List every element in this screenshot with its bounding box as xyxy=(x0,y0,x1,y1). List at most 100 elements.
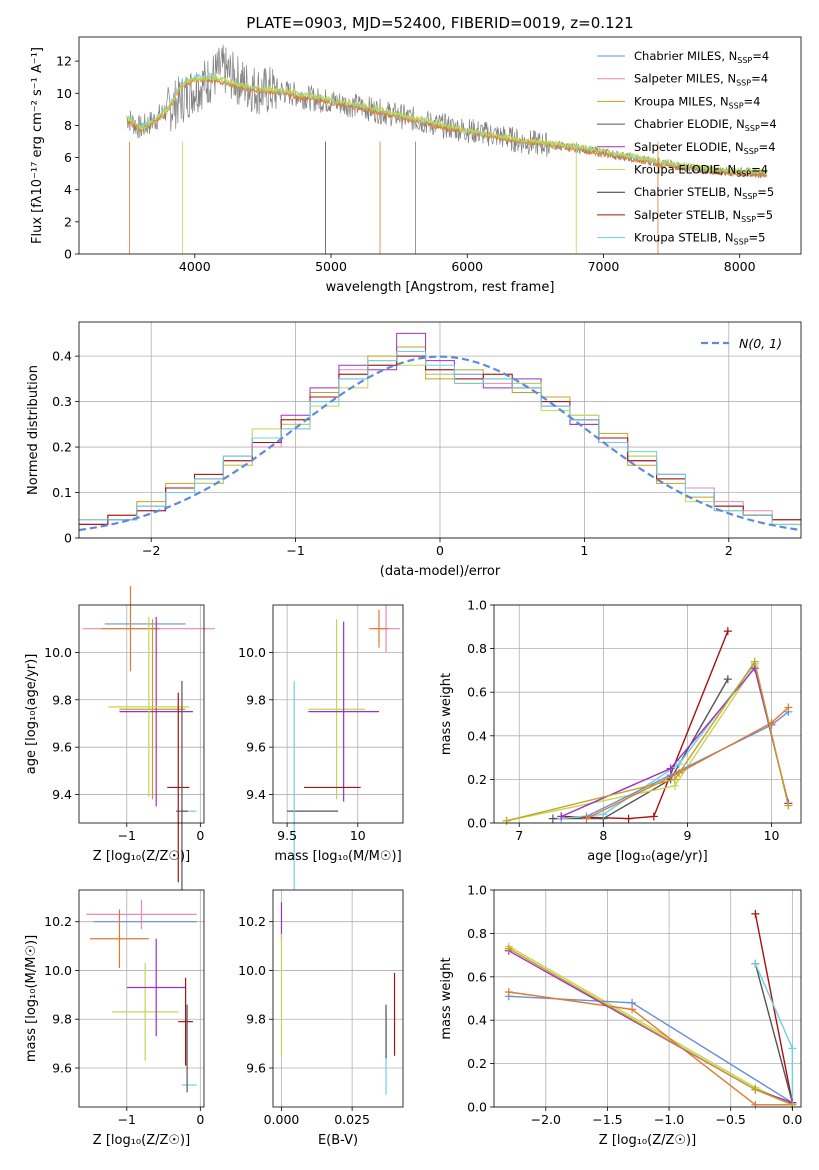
y-tick-label: 0.6 xyxy=(467,969,487,984)
series-s1 xyxy=(561,630,729,820)
series-t1 xyxy=(754,913,794,1103)
frame-p6: −1 0 9.6 9.8 10.0 10.2 Z [log₁₀(Z/Z☉)] mass [lo… xyxy=(24,889,205,1148)
legend-p1: Chabrier MILES, NSSP=4 Salpeter MILES, NS… xyxy=(597,49,777,247)
frame-p7: 0.000 0.025 9.6 9.8 10.0 10.2 E(B-V) xyxy=(238,889,404,1148)
x-axis-label: age [log₁₀(age/yr)] xyxy=(587,849,708,864)
point-marker xyxy=(751,1085,760,1094)
y-tick-label: 12 xyxy=(56,54,72,69)
series-model3 xyxy=(126,74,768,176)
axes-frame xyxy=(78,604,205,824)
axes-p4 xyxy=(273,605,403,823)
x-tick-label: 6000 xyxy=(451,259,483,274)
point-marker xyxy=(784,801,793,810)
frame-p2: −2 −1 0 1 2 0 0.1 0.2 0.3 0.4 (data-model)/error No… xyxy=(26,321,802,579)
x-axis-label: E(B-V) xyxy=(318,1133,358,1148)
y-tick-label: 10.0 xyxy=(44,645,72,660)
x-tick-label: −2 xyxy=(142,543,160,558)
x-tick-label: 8000 xyxy=(724,259,756,274)
x-tick-label: 0 xyxy=(196,1112,204,1127)
axes-frame xyxy=(272,604,404,824)
x-tick-label: 0.000 xyxy=(264,1112,300,1127)
y-tick-label: 9.4 xyxy=(52,787,72,802)
y-tick-label: 9.8 xyxy=(52,1012,72,1027)
y-tick-label: 0.1 xyxy=(52,485,72,500)
legend-label: Chabrier MILES, NSSP=4 xyxy=(634,49,769,65)
legend-label: Kroupa MILES, NSSP=4 xyxy=(634,94,760,110)
y-tick-label: 10.0 xyxy=(238,645,266,660)
point-marker xyxy=(723,627,732,636)
x-tick-label: 10 xyxy=(350,828,366,843)
y-tick-label: 10.2 xyxy=(44,914,72,929)
y-tick-label: 0.0 xyxy=(467,1100,487,1115)
point-marker xyxy=(750,657,759,666)
x-axis-label: (data-model)/error xyxy=(380,564,501,579)
series-model2 xyxy=(126,76,768,179)
point-marker xyxy=(670,775,679,784)
y-tick-label: 9.6 xyxy=(246,1060,266,1075)
x-tick-label: 7000 xyxy=(588,259,620,274)
point-marker xyxy=(582,814,591,823)
x-tick-label: −1 xyxy=(118,828,136,843)
x-axis-label: mass [log₁₀(M/M☉)] xyxy=(274,849,401,864)
y-tick-label: 0 xyxy=(64,247,72,262)
x-tick-label: −1 xyxy=(118,1112,136,1127)
axes-p2 xyxy=(79,322,801,539)
errorbars-p6 xyxy=(86,899,197,1093)
y-tick-label: 10.0 xyxy=(44,963,72,978)
x-tick-label: 7 xyxy=(515,828,523,843)
lines-p8 xyxy=(504,909,797,1109)
y-tick-label: 9.6 xyxy=(52,740,72,755)
axes-background xyxy=(273,605,403,823)
legend-label: Kroupa ELODIE, NSSP=4 xyxy=(634,163,768,179)
axes-frame xyxy=(493,604,802,824)
x-tick-label: 1 xyxy=(580,543,588,558)
x-tick-label: 4000 xyxy=(179,259,211,274)
axes-frame xyxy=(272,889,404,1108)
y-tick-label: 0.4 xyxy=(467,1013,487,1028)
legend-label: Kroupa STELIB, NSSP=5 xyxy=(634,231,765,247)
point-marker xyxy=(502,816,511,825)
y-tick-label: 9.4 xyxy=(246,787,266,802)
y-tick-label: 9.6 xyxy=(52,1060,72,1075)
x-axis-label: wavelength [Angstrom, rest frame] xyxy=(326,280,555,295)
y-tick-label: 10.2 xyxy=(238,914,266,929)
frame-p4: 9.5 10 9.4 9.6 9.8 10.0 mass [log₁₀(M/M☉)] xyxy=(238,604,404,864)
lines-p5 xyxy=(502,627,793,825)
point-marker xyxy=(504,987,513,996)
hist-salpeter-stelib xyxy=(79,355,801,525)
y-tick-label: 1.0 xyxy=(467,883,487,898)
x-axis-label: Z [log₁₀(Z/Z☉)] xyxy=(599,1133,696,1148)
y-tick-label: 9.6 xyxy=(246,740,266,755)
y-tick-label: 1.0 xyxy=(467,598,487,613)
y-tick-label: 4 xyxy=(64,182,72,197)
y-tick-label: 0.6 xyxy=(467,685,487,700)
errorbars-p7 xyxy=(280,902,396,1095)
point-marker xyxy=(675,760,684,769)
y-axis-label: mass weight xyxy=(439,673,454,755)
frame-p1: 4000 5000 6000 7000 8000 0 2 4 6 8 10 12 wavelength … xyxy=(30,36,802,295)
x-tick-label: 2 xyxy=(725,543,733,558)
y-tick-label: 0.4 xyxy=(52,349,72,364)
y-axis-label: Normed distribution xyxy=(26,365,41,495)
axes-p5 xyxy=(494,604,801,824)
legend-label: Chabrier STELIB, NSSP=5 xyxy=(634,185,774,201)
series-s6 xyxy=(586,706,789,820)
y-tick-label: 0.8 xyxy=(467,641,487,656)
x-tick-label: 9 xyxy=(683,828,691,843)
y-tick-label: 0.2 xyxy=(467,1056,487,1071)
y-tick-label: 0.2 xyxy=(467,772,487,787)
x-tick-label: 0.0 xyxy=(782,1112,802,1127)
y-tick-label: 0.0 xyxy=(467,816,487,831)
legend-label: Salpeter MILES, NSSP=4 xyxy=(634,72,768,88)
y-tick-label: 2 xyxy=(64,214,72,229)
x-tick-label: −1.0 xyxy=(654,1112,684,1127)
legend-p2: N(0, 1) xyxy=(701,336,782,351)
series-t2 xyxy=(754,963,794,1103)
x-tick-label: −2.0 xyxy=(531,1112,561,1127)
series-s2 xyxy=(552,678,729,820)
point-marker xyxy=(784,703,793,712)
y-tick-label: 0.3 xyxy=(52,394,72,409)
y-axis-label: mass [log₁₀(M/M☉)] xyxy=(24,935,39,1062)
y-axis-label: Flux [fλ10⁻¹⁷ erg cm⁻² s⁻¹ A⁻¹] xyxy=(30,47,45,244)
point-marker xyxy=(751,959,760,968)
